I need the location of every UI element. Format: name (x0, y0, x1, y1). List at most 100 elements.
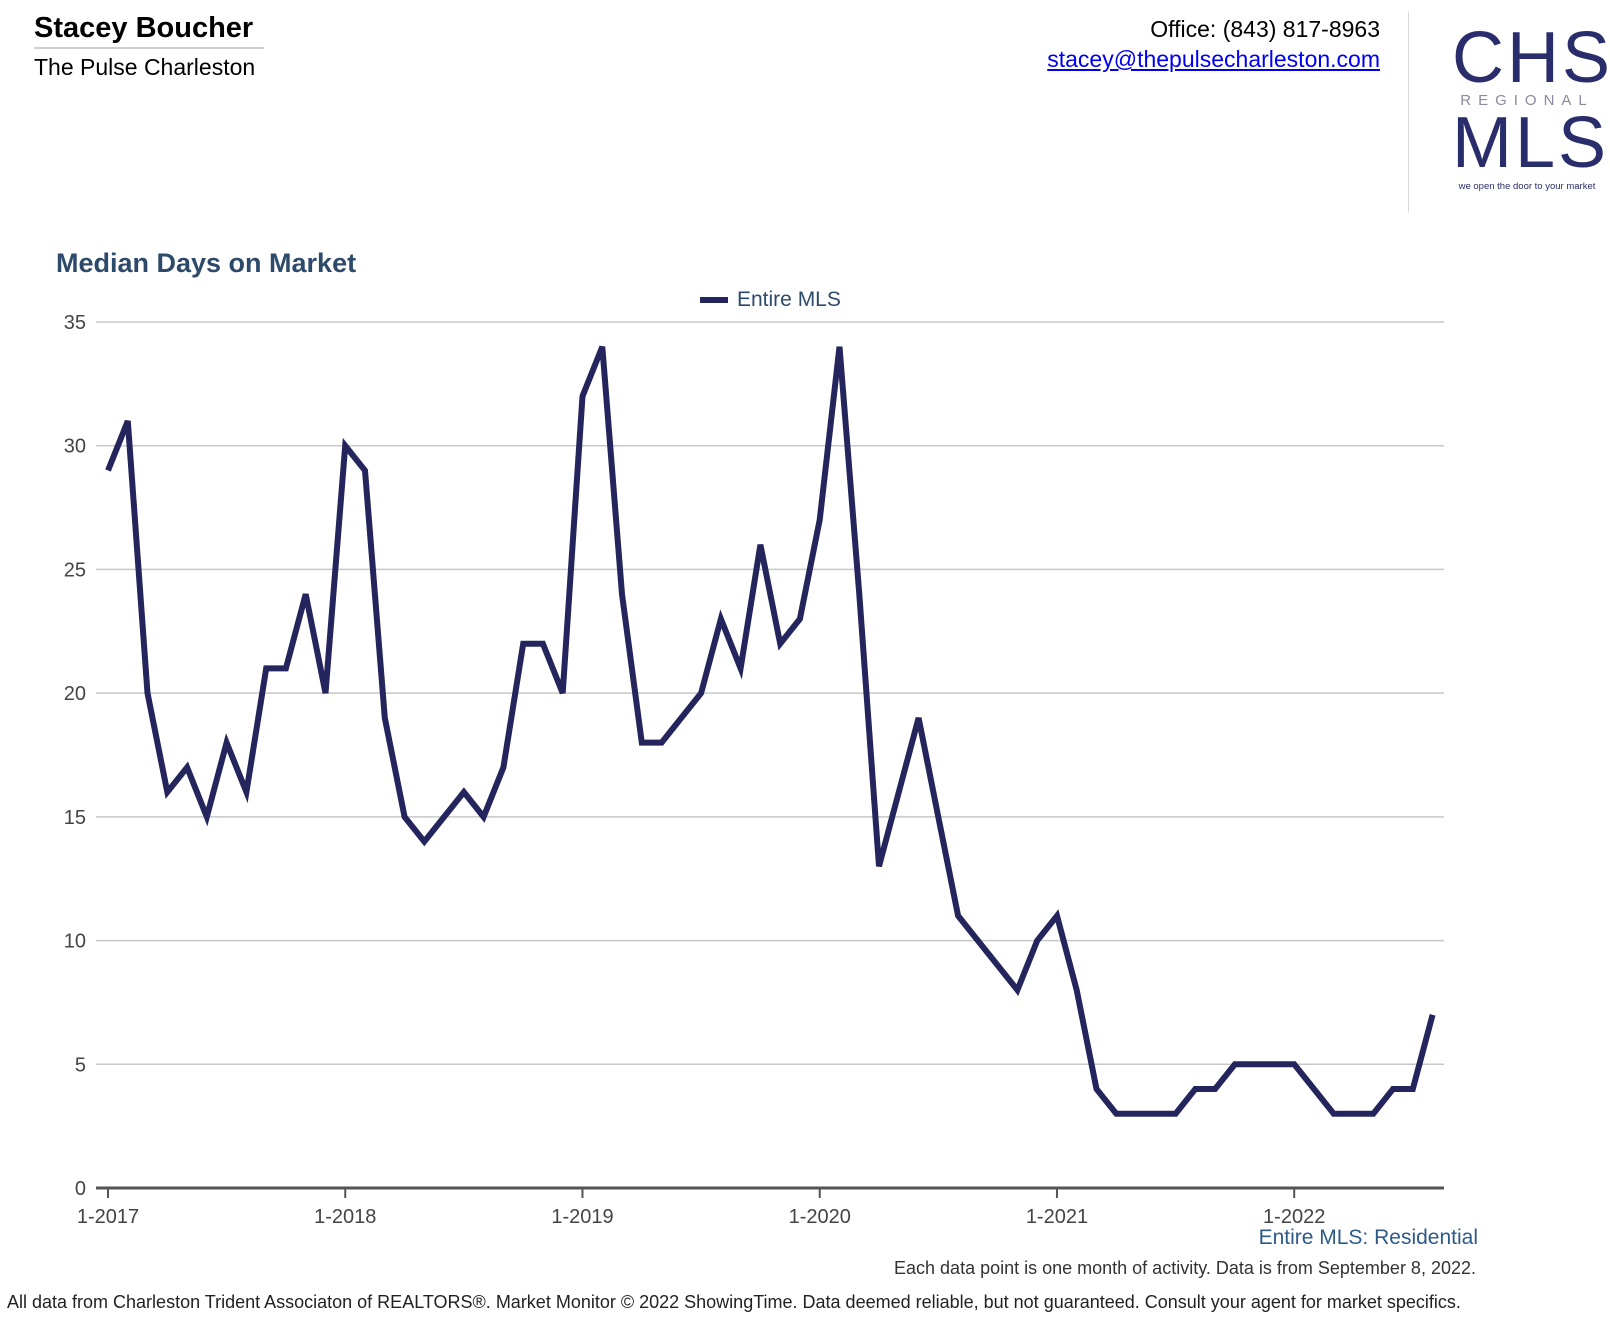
data-point (678, 715, 684, 721)
data-point (342, 443, 348, 449)
data-point (421, 839, 427, 845)
data-note: Each data point is one month of activity… (894, 1258, 1476, 1278)
data-point (1351, 1111, 1357, 1117)
data-point (1271, 1061, 1277, 1067)
data-point (1074, 987, 1080, 993)
data-point (876, 863, 882, 869)
data-point (995, 962, 1001, 968)
data-point (1133, 1111, 1139, 1117)
data-point (263, 665, 269, 671)
data-point (1014, 987, 1020, 993)
data-point (1252, 1061, 1258, 1067)
agent-name: Stacey Boucher (34, 12, 254, 44)
y-tick-label: 10 (64, 931, 86, 953)
source-note: Entire MLS: Residential (1258, 1226, 1478, 1249)
data-point (698, 690, 704, 696)
data-point (520, 641, 526, 647)
legend-label: Entire MLS (737, 288, 841, 311)
y-tick-label: 15 (64, 807, 86, 829)
x-tick-label: 1-2017 (77, 1206, 139, 1228)
chart-legend: Entire MLS (700, 288, 841, 312)
data-point (896, 789, 902, 795)
data-point (1054, 913, 1060, 919)
data-point (718, 616, 724, 622)
data-point (738, 665, 744, 671)
data-point (935, 814, 941, 820)
data-point (441, 814, 447, 820)
data-point (579, 393, 585, 399)
data-point (283, 665, 289, 671)
data-point (322, 690, 328, 696)
y-tick-label: 35 (64, 312, 86, 334)
agent-company: The Pulse Charleston (34, 54, 256, 80)
data-point (1291, 1061, 1297, 1067)
data-point (224, 740, 230, 746)
data-point (243, 789, 249, 795)
data-point (105, 467, 111, 473)
chs-regional-mls-logo: CHS REGIONAL MLS we open the door to you… (1452, 18, 1610, 192)
legend-swatch (700, 297, 728, 303)
series-line-0 (105, 345, 1436, 1117)
data-point (817, 517, 823, 523)
data-point (145, 690, 151, 696)
data-point (955, 913, 961, 919)
disclaimer: All data from Charleston Trident Associa… (7, 1292, 1461, 1312)
data-point (836, 344, 842, 350)
data-point (560, 690, 566, 696)
data-point (599, 344, 605, 350)
data-point (303, 591, 309, 597)
data-point (619, 591, 625, 597)
logo-line-regional: REGIONAL (1460, 92, 1594, 109)
data-point (777, 641, 783, 647)
data-point (1390, 1086, 1396, 1092)
data-point (1034, 938, 1040, 944)
data-point (125, 418, 131, 424)
data-point (1173, 1111, 1179, 1117)
y-tick-label: 30 (64, 436, 86, 458)
data-point (757, 542, 763, 548)
data-point (362, 467, 368, 473)
data-point (975, 938, 981, 944)
x-tick-label: 1-2020 (789, 1206, 851, 1228)
data-point (500, 764, 506, 770)
y-tick-label: 0 (75, 1178, 86, 1200)
data-point (1410, 1086, 1416, 1092)
email-link[interactable]: stacey@thepulsecharleston.com (1047, 46, 1380, 72)
data-point (856, 591, 862, 597)
y-tick-label: 25 (64, 559, 86, 581)
logo-line-mls: MLS (1452, 103, 1610, 183)
logo-divider (1408, 12, 1409, 212)
y-tick-label: 5 (75, 1054, 86, 1076)
data-point (204, 814, 210, 820)
header-divider (34, 47, 264, 49)
x-tick-label: 1-2019 (551, 1206, 613, 1228)
data-point (1212, 1086, 1218, 1092)
data-point (1370, 1111, 1376, 1117)
data-point (382, 715, 388, 721)
office-phone: Office: (843) 817-8963 (1150, 16, 1380, 42)
data-point (481, 814, 487, 820)
data-point (184, 764, 190, 770)
data-point (1311, 1086, 1317, 1092)
data-point (1192, 1086, 1198, 1092)
data-point (164, 789, 170, 795)
logo-tagline: we open the door to your market (1458, 181, 1596, 192)
x-tick-label: 1-2018 (314, 1206, 376, 1228)
data-point (659, 740, 665, 746)
data-point (639, 740, 645, 746)
data-point (1153, 1111, 1159, 1117)
x-tick-label: 1-2022 (1263, 1206, 1325, 1228)
data-point (1430, 1012, 1436, 1018)
data-point (1232, 1061, 1238, 1067)
x-tick-label: 1-2021 (1026, 1206, 1088, 1228)
logo-line-chs: CHS (1452, 18, 1610, 98)
data-point (461, 789, 467, 795)
data-point (916, 715, 922, 721)
data-point (1094, 1086, 1100, 1092)
data-point (797, 616, 803, 622)
y-tick-label: 20 (64, 683, 86, 705)
data-point (1113, 1111, 1119, 1117)
data-point (540, 641, 546, 647)
data-point (1331, 1111, 1337, 1117)
